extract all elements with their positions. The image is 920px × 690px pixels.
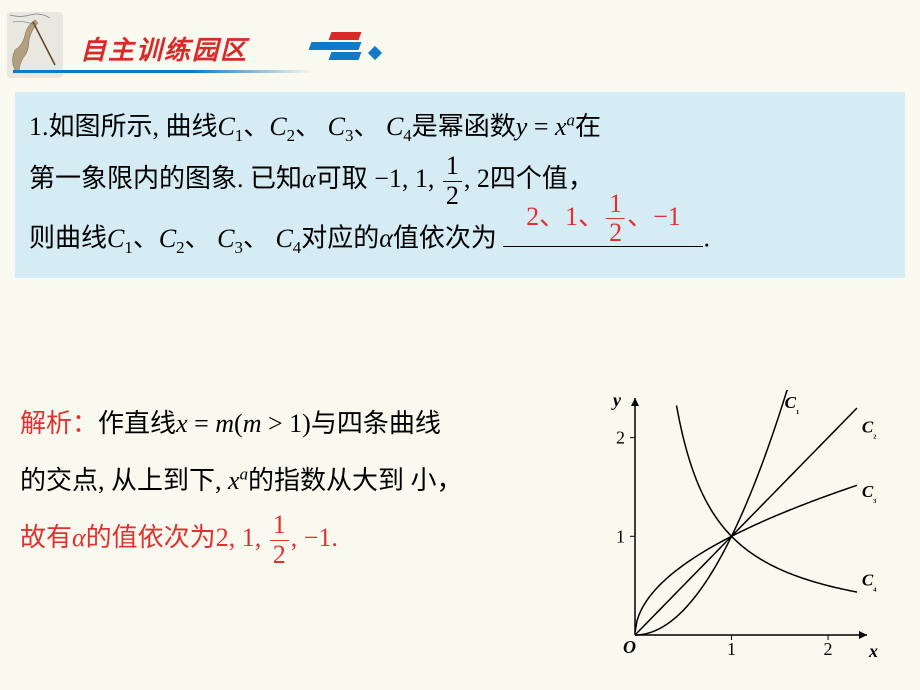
solution: 解析：作直线x = m(m > 1)与四条曲线 的交点, 从上到下, xa的指数…: [20, 395, 580, 570]
text-vals-are: 值依次为: [393, 224, 497, 253]
solution-line-3: 故有α的值依次为2, 1, 12, −1.: [20, 509, 580, 569]
sol-l1b: 与四条曲线: [311, 409, 441, 438]
problem-line-1: 1.如图所示, 曲线C1、C2、 C3、 C4是幂函数y = xa在: [29, 102, 891, 152]
sol-l3b: 的值依次为: [86, 523, 216, 552]
frac-half-1: 12: [443, 152, 462, 210]
text-corr: 对应的: [301, 224, 379, 253]
svg-text:C₂: C₂: [862, 418, 877, 440]
curve-c3b: C3: [217, 224, 243, 253]
alpha-1: α: [302, 164, 316, 193]
svg-text:C₄: C₄: [862, 571, 877, 593]
sol-m: m: [215, 409, 234, 438]
banner-title: 自主训练园区: [80, 30, 248, 67]
svg-text:2: 2: [824, 639, 833, 659]
curve-c2b: C2: [159, 224, 185, 253]
fn-exp: a: [567, 110, 575, 129]
sol-exp: a: [240, 465, 248, 484]
svg-text:y: y: [611, 390, 622, 410]
sol-l2b: 的指数从大到 小，: [248, 466, 463, 495]
svg-text:x: x: [868, 641, 878, 661]
fn-x: x: [555, 112, 567, 141]
banner-diamond: [368, 46, 382, 60]
curve-c1b: C1: [107, 224, 133, 253]
svg-text:C₁: C₁: [785, 393, 800, 415]
sol-alpha: α: [72, 523, 86, 552]
curve-c3: C3: [328, 112, 354, 141]
problem-period: .: [703, 224, 710, 253]
answer-p2: 、−1: [627, 202, 681, 231]
solution-line-1: 解析：作直线x = m(m > 1)与四条曲线: [20, 395, 580, 452]
curve-c2: C2: [269, 112, 295, 141]
sol-paren-o: (: [234, 409, 243, 438]
sol-m2: m: [243, 409, 262, 438]
problem-line-3: 则曲线C1、C2、 C3、 C4对应的α值依次为 2、1、12、−1 .: [29, 210, 891, 264]
vals-p1: −1, 1,: [368, 164, 441, 193]
sol-l2a: 的交点, 从上到下,: [20, 466, 228, 495]
power-function-chart: 1 2 1 2 Ox y C₁ C₂ C₃ C₄: [595, 390, 895, 670]
sol-l1a: 作直线: [98, 409, 176, 438]
curve-c1: C1: [218, 112, 244, 141]
line3-a: 则曲线: [29, 224, 107, 253]
svg-text:1: 1: [616, 526, 625, 546]
answer-frac: 12: [606, 190, 625, 248]
curve-c4: C4: [386, 112, 412, 141]
answer-p1: 2、1、: [526, 202, 604, 231]
svg-text:C₃: C₃: [862, 482, 877, 504]
sol-gt: > 1: [261, 409, 302, 438]
text-can-take: 可取: [316, 164, 368, 193]
sol-v2: , −1.: [291, 523, 338, 552]
fn-y: y: [516, 112, 528, 141]
solution-label: 解析：: [20, 409, 98, 438]
line2-a: 第一象限内的图象. 已知: [29, 164, 302, 193]
alpha-2: α: [379, 224, 393, 253]
answer-content: 2、1、12、−1: [526, 190, 681, 248]
problem-box: 1.如图所示, 曲线C1、C2、 C3、 C4是幂函数y = xa在 第一象限内…: [15, 92, 905, 278]
sol-l3a: 故有: [20, 523, 72, 552]
curve-c4b: C4: [275, 224, 301, 253]
answer-blank: 2、1、12、−1: [503, 210, 703, 246]
sol-x2: x: [228, 466, 240, 495]
solution-line-2: 的交点, 从上到下, xa的指数从大到 小，: [20, 452, 580, 509]
banner-underline: [13, 70, 313, 73]
problem-line-2: 第一象限内的图象. 已知α可取 −1, 1, 12, 2四个值，: [29, 152, 891, 210]
sol-eq: =: [188, 409, 216, 438]
svg-text:O: O: [623, 637, 636, 657]
sol-x: x: [176, 409, 188, 438]
fn-eq: =: [527, 112, 555, 141]
banner: 自主训练园区: [5, 20, 385, 75]
svg-text:2: 2: [616, 428, 625, 448]
text-at: 在: [575, 112, 601, 141]
sol-frac: 12: [270, 511, 289, 569]
problem-prefix: 1.如图所示, 曲线: [29, 112, 218, 141]
vals-p2: , 2: [464, 164, 490, 193]
sol-paren-c: ): [302, 409, 311, 438]
sol-v1: 2, 1,: [216, 523, 268, 552]
svg-text:1: 1: [727, 639, 736, 659]
text-is-power: 是幂函数: [412, 112, 516, 141]
